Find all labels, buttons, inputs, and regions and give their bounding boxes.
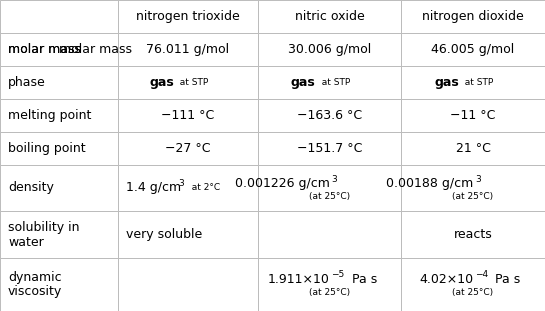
Text: molar mass: molar mass <box>59 43 132 56</box>
Text: reacts: reacts <box>453 228 492 241</box>
Text: at STP: at STP <box>459 78 493 87</box>
Bar <box>118 132 258 165</box>
Bar <box>401 165 545 211</box>
Bar <box>401 132 545 165</box>
Text: 1.911×10: 1.911×10 <box>268 273 330 286</box>
Text: melting point: melting point <box>8 109 92 122</box>
Bar <box>258 211 401 258</box>
Text: gas: gas <box>149 76 174 89</box>
Bar <box>0 258 118 311</box>
Text: nitric oxide: nitric oxide <box>295 10 365 23</box>
Text: molar mass: molar mass <box>8 43 81 56</box>
Text: dynamic
viscosity: dynamic viscosity <box>8 271 62 299</box>
Text: at 2°C: at 2°C <box>186 183 220 193</box>
Bar <box>401 0 545 33</box>
Text: 3: 3 <box>331 174 337 183</box>
Text: −27 °C: −27 °C <box>165 142 211 155</box>
Text: nitrogen dioxide: nitrogen dioxide <box>422 10 524 23</box>
Text: density: density <box>8 182 54 194</box>
Text: nitrogen trioxide: nitrogen trioxide <box>136 10 240 23</box>
Text: Pa s: Pa s <box>491 273 520 286</box>
Text: −5: −5 <box>331 270 345 279</box>
Bar <box>118 66 258 99</box>
Bar <box>401 211 545 258</box>
Text: 1.4 g/cm: 1.4 g/cm <box>126 182 181 194</box>
Text: −11 °C: −11 °C <box>450 109 496 122</box>
Bar <box>258 132 401 165</box>
Bar <box>258 66 401 99</box>
Text: (at 25°C): (at 25°C) <box>452 192 494 201</box>
Bar <box>258 99 401 132</box>
Text: 3: 3 <box>178 179 184 188</box>
Bar <box>401 99 545 132</box>
Text: phase: phase <box>8 76 46 89</box>
Bar <box>118 0 258 33</box>
Bar <box>258 33 401 66</box>
Text: −4: −4 <box>475 270 488 279</box>
Bar <box>118 211 258 258</box>
Bar <box>258 258 401 311</box>
Bar <box>258 165 401 211</box>
Text: 46.005 g/mol: 46.005 g/mol <box>432 43 514 56</box>
Text: −111 °C: −111 °C <box>161 109 215 122</box>
Bar <box>0 33 118 66</box>
Text: at STP: at STP <box>316 78 350 87</box>
Text: gas: gas <box>434 76 459 89</box>
Bar <box>0 211 118 258</box>
Text: molar mass: molar mass <box>8 43 81 56</box>
Text: very soluble: very soluble <box>126 228 202 241</box>
Text: −163.6 °C: −163.6 °C <box>297 109 362 122</box>
Text: 30.006 g/mol: 30.006 g/mol <box>288 43 371 56</box>
Bar <box>118 33 258 66</box>
Text: (at 25°C): (at 25°C) <box>309 288 350 297</box>
Bar <box>401 258 545 311</box>
Bar <box>0 0 118 33</box>
Text: 4.02×10: 4.02×10 <box>419 273 473 286</box>
Text: gas: gas <box>290 76 316 89</box>
Bar <box>0 132 118 165</box>
Bar <box>401 66 545 99</box>
Text: Pa s: Pa s <box>348 273 377 286</box>
Bar <box>0 66 118 99</box>
Text: −151.7 °C: −151.7 °C <box>297 142 362 155</box>
Text: 0.00188 g/cm: 0.00188 g/cm <box>386 178 473 191</box>
Bar <box>258 0 401 33</box>
Text: 0.001226 g/cm: 0.001226 g/cm <box>235 178 330 191</box>
Text: 76.011 g/mol: 76.011 g/mol <box>147 43 229 56</box>
Text: at STP: at STP <box>174 78 208 87</box>
Bar <box>118 258 258 311</box>
Bar <box>118 165 258 211</box>
Text: 3: 3 <box>475 174 481 183</box>
Bar <box>0 99 118 132</box>
Text: (at 25°C): (at 25°C) <box>309 192 350 201</box>
Text: 21 °C: 21 °C <box>456 142 491 155</box>
Text: boiling point: boiling point <box>8 142 86 155</box>
Text: solubility in
water: solubility in water <box>8 220 80 248</box>
Bar <box>118 99 258 132</box>
Text: (at 25°C): (at 25°C) <box>452 288 494 297</box>
Bar <box>0 165 118 211</box>
Bar <box>401 33 545 66</box>
